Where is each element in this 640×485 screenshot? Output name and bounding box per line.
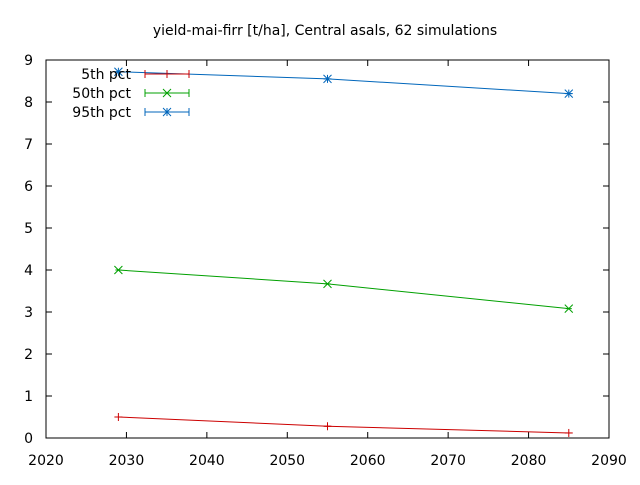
y-tick-label: 8 <box>24 95 33 111</box>
y-tick-label: 7 <box>24 137 33 153</box>
y-tick-label: 6 <box>24 179 33 195</box>
legend-swatch <box>144 107 190 117</box>
y-tick-label: 5 <box>24 221 33 237</box>
series-1 <box>114 413 573 437</box>
legend-marker <box>162 88 172 98</box>
data-point <box>114 413 123 421</box>
data-point <box>323 279 332 289</box>
data-point <box>323 422 332 431</box>
marker-stroke <box>162 88 172 98</box>
legend-label: 95th pct <box>72 105 131 121</box>
y-tick-label: 1 <box>24 389 33 405</box>
y-tick-label: 4 <box>24 263 33 279</box>
y-tick-label: 3 <box>24 305 33 321</box>
data-point <box>114 265 123 275</box>
y-tick-label: 0 <box>24 431 33 447</box>
y-tick-label: 9 <box>24 53 33 69</box>
x-tick-label: 2080 <box>511 453 547 469</box>
legend-marker <box>162 107 172 117</box>
data-point <box>323 74 332 84</box>
x-axis: 2020 2030 2040 2050 2060 2070 2080 2090 <box>28 60 627 469</box>
x-tick-label: 2020 <box>28 453 64 469</box>
legend: 5th pct 50th pct 95th pct <box>72 67 190 121</box>
x-tick-label: 2060 <box>350 453 386 469</box>
data-point <box>114 67 123 77</box>
series-line <box>118 416 569 434</box>
y-axis: 0 1 2 3 4 5 6 7 8 9 <box>24 53 609 447</box>
legend-swatch <box>144 70 190 78</box>
chart-title: yield-mai-firr [t/ha], Central asals, 62… <box>153 23 497 39</box>
x-tick-label: 2090 <box>591 453 627 469</box>
legend-marker <box>163 70 171 78</box>
plot-frame <box>45 59 610 439</box>
series-layer <box>114 67 574 437</box>
x-tick-label: 2070 <box>430 453 466 469</box>
series-2 <box>114 265 574 313</box>
data-point <box>564 428 573 437</box>
legend-swatch <box>144 88 190 98</box>
x-tick-label: 2050 <box>269 453 305 469</box>
x-tick-label: 2040 <box>189 453 225 469</box>
data-point <box>564 304 574 313</box>
data-point <box>564 89 574 98</box>
legend-label: 5th pct <box>81 67 131 83</box>
series-line <box>118 71 569 95</box>
x-tick-label: 2030 <box>109 453 145 469</box>
legend-label: 50th pct <box>72 86 131 102</box>
series-line <box>118 269 569 310</box>
y-tick-label: 2 <box>24 347 33 363</box>
marker-stroke <box>162 107 172 117</box>
